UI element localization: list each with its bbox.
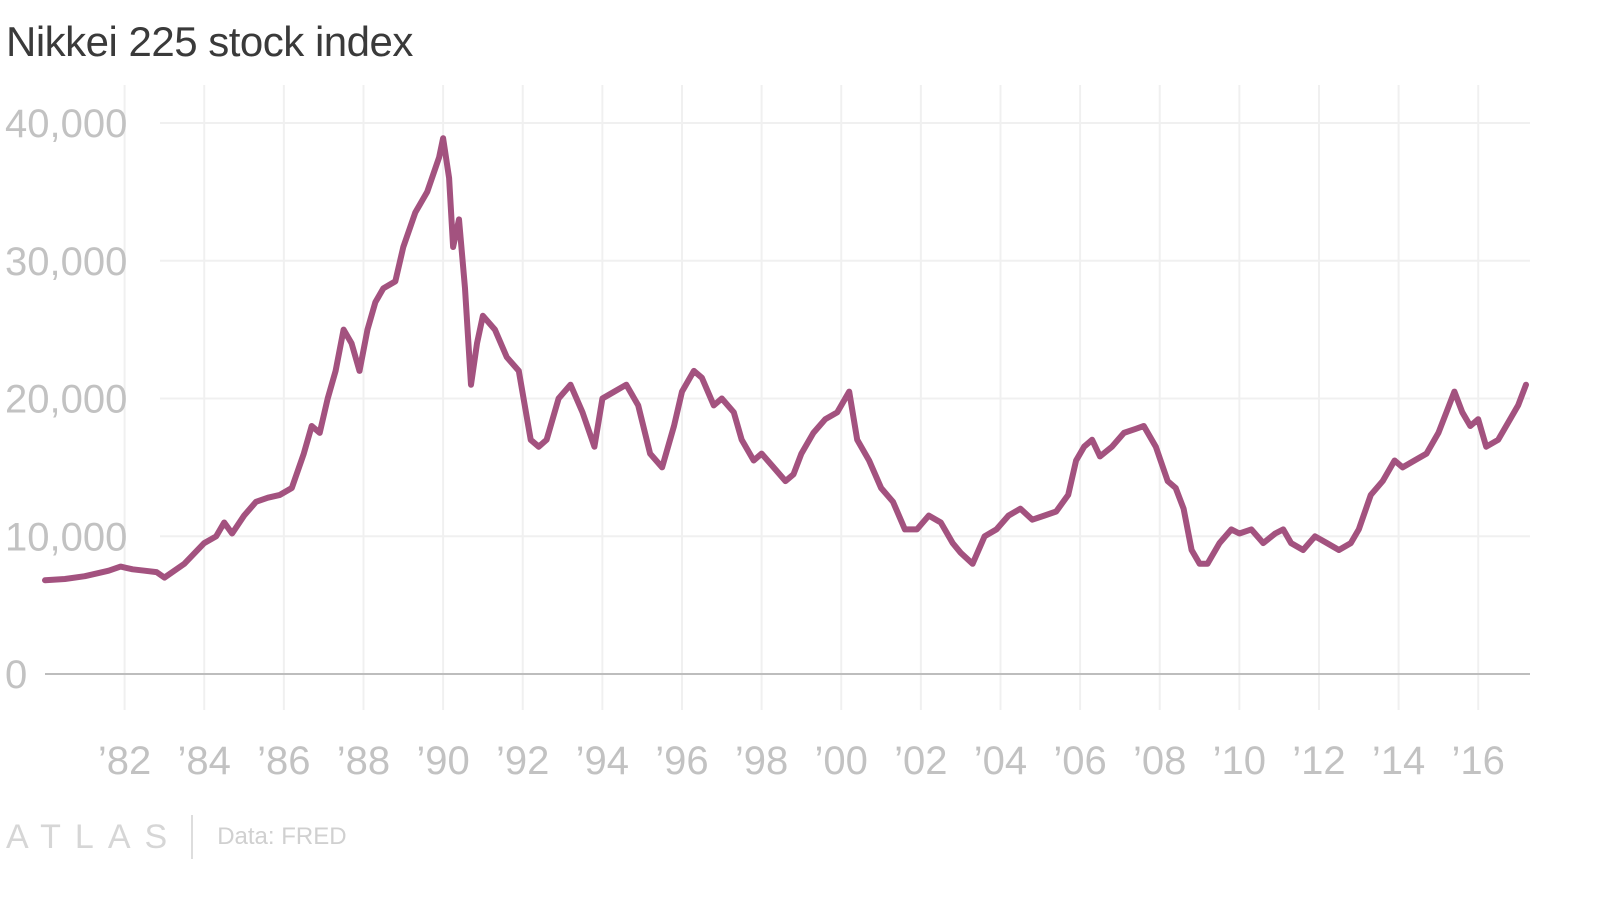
y-tick-label: 40,000 bbox=[5, 102, 127, 146]
x-tick-label: ’06 bbox=[1053, 739, 1106, 783]
chart-footer: ATLAS Data: FRED bbox=[6, 815, 347, 859]
x-tick-label: ’04 bbox=[974, 739, 1027, 783]
atlas-logo: ATLAS bbox=[6, 817, 182, 856]
y-tick-label: 10,000 bbox=[5, 515, 127, 559]
x-tick-label: ’94 bbox=[576, 739, 629, 783]
y-tick-label: 30,000 bbox=[5, 240, 127, 284]
x-tick-label: ’90 bbox=[416, 739, 469, 783]
x-tick-label: ’92 bbox=[496, 739, 549, 783]
x-tick-label: ’14 bbox=[1372, 739, 1425, 783]
x-tick-label: ’16 bbox=[1452, 739, 1505, 783]
x-tick-label: ’84 bbox=[178, 739, 231, 783]
horizontal-gridlines bbox=[160, 122, 1530, 538]
x-tick-label: ’98 bbox=[735, 739, 788, 783]
chart-title: Nikkei 225 stock index bbox=[6, 18, 413, 65]
y-tick-label: 20,000 bbox=[5, 378, 127, 422]
x-tick-label: ’88 bbox=[337, 739, 390, 783]
x-tick-label: ’00 bbox=[815, 739, 868, 783]
x-tick-label: ’12 bbox=[1292, 739, 1345, 783]
x-tick-label: ’86 bbox=[257, 739, 310, 783]
x-tick-label: ’10 bbox=[1213, 739, 1266, 783]
x-tick-label: ’82 bbox=[98, 739, 151, 783]
y-tick-label: 0 bbox=[5, 653, 27, 697]
x-tick-label: ’08 bbox=[1133, 739, 1186, 783]
footer-divider bbox=[191, 815, 194, 859]
x-axis-tick-labels: ’82 ’84 ’86 ’88 ’90 ’92 ’94 ’96 ’98 ’00 ’02 ’04 ’06 ’… bbox=[98, 739, 1505, 783]
x-tick-label: ’96 bbox=[655, 739, 708, 783]
data-source: Data: FRED bbox=[217, 823, 347, 850]
y-axis-tick-labels: 0 10,000 20,000 30,000 40,000 bbox=[5, 102, 127, 697]
nikkei-series-line bbox=[42, 135, 1529, 584]
x-tick-label: ’02 bbox=[894, 739, 947, 783]
